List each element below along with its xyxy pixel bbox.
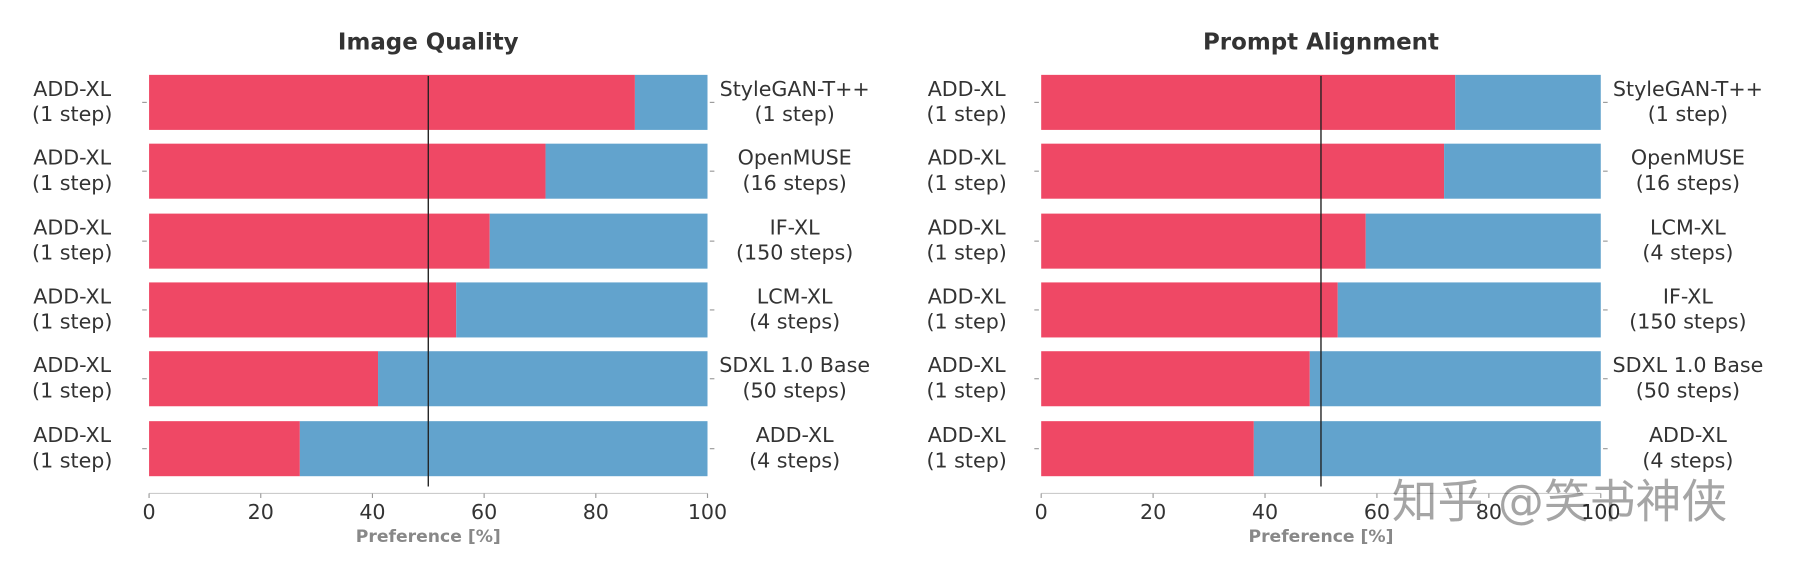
chart-title: Prompt Alignment <box>1203 29 1439 55</box>
bar-segment <box>1041 421 1254 477</box>
left-label: (1 step) <box>32 310 112 334</box>
left-label: (1 step) <box>32 378 112 402</box>
bar-segment <box>456 282 708 338</box>
right-label: (150 steps) <box>736 241 853 265</box>
right-label: (50 steps) <box>743 378 847 402</box>
chart: Prompt Alignment Preference [%] 0 20 40 60 80 1… <box>926 29 1763 547</box>
right-label: (4 steps) <box>1642 448 1733 472</box>
right-label: (4 steps) <box>1642 241 1733 265</box>
right-label: (16 steps) <box>743 171 847 195</box>
chart: Image Quality Preference [%] 0 20 40 60 80 100 A… <box>32 29 870 547</box>
bar-segment <box>149 351 379 407</box>
right-label: ADD-XL <box>756 423 834 447</box>
chart-title: Image Quality <box>338 29 519 55</box>
left-label: ADD-XL <box>928 216 1006 240</box>
right-label: StyleGAN-T++ <box>1613 77 1763 101</box>
left-label: ADD-XL <box>33 77 111 101</box>
bar-segment <box>1041 213 1366 269</box>
left-label: (1 step) <box>32 448 112 472</box>
left-label: ADD-XL <box>33 146 111 170</box>
left-label: (1 step) <box>926 378 1006 402</box>
left-label: (1 step) <box>926 102 1006 126</box>
right-label: StyleGAN-T++ <box>720 77 870 101</box>
x-tick-label: 60 <box>1364 500 1390 524</box>
bar-segment <box>1337 282 1601 338</box>
bar-segment <box>1455 74 1601 130</box>
right-label: (4 steps) <box>749 448 840 472</box>
x-tick-label: 100 <box>1581 500 1620 524</box>
bar-segment <box>1253 421 1601 477</box>
bar-segment <box>149 282 457 338</box>
bar-segment <box>149 74 635 130</box>
right-label: (50 steps) <box>1636 378 1740 402</box>
x-axis-label: Preference [%] <box>356 527 501 547</box>
bar-segment <box>149 143 546 199</box>
left-label: ADD-XL <box>33 216 111 240</box>
left-label: (1 step) <box>926 241 1006 265</box>
right-label: LCM-XL <box>1650 216 1726 240</box>
left-label: (1 step) <box>32 171 112 195</box>
right-label: (1 step) <box>754 102 834 126</box>
x-tick-label: 80 <box>583 500 609 524</box>
bar-segment <box>1041 282 1338 338</box>
left-label: (1 step) <box>926 310 1006 334</box>
x-tick-label: 0 <box>143 500 156 524</box>
bar-segment <box>378 351 708 407</box>
x-tick-label: 40 <box>359 500 385 524</box>
bar-segment <box>299 421 708 477</box>
x-tick-label: 20 <box>248 500 274 524</box>
bar-segment <box>149 421 300 477</box>
left-label: (1 step) <box>32 241 112 265</box>
left-label: (1 step) <box>926 448 1006 472</box>
left-label: (1 step) <box>926 171 1006 195</box>
left-label: ADD-XL <box>33 353 111 377</box>
bar-segment <box>1365 213 1601 269</box>
bar-segment <box>1309 351 1601 407</box>
x-tick-label: 60 <box>471 500 497 524</box>
x-tick-label: 0 <box>1035 500 1048 524</box>
bar-segment <box>634 74 708 130</box>
right-label: OpenMUSE <box>738 146 852 170</box>
left-label: ADD-XL <box>928 423 1006 447</box>
left-label: ADD-XL <box>928 353 1006 377</box>
bar-segment <box>545 143 708 199</box>
right-label: (150 steps) <box>1629 310 1746 334</box>
bar-segment <box>1041 143 1445 199</box>
x-axis-label: Preference [%] <box>1248 527 1393 547</box>
x-tick-label: 20 <box>1140 500 1166 524</box>
right-label: OpenMUSE <box>1631 146 1745 170</box>
bar-segment <box>1444 143 1601 199</box>
right-label: IF-XL <box>770 216 820 240</box>
left-label: ADD-XL <box>928 284 1006 308</box>
right-label: ADD-XL <box>1649 423 1727 447</box>
left-label: ADD-XL <box>928 146 1006 170</box>
right-label: IF-XL <box>1663 284 1713 308</box>
bar-segment <box>489 213 708 269</box>
bar-segment <box>149 213 490 269</box>
right-label: LCM-XL <box>757 284 833 308</box>
left-label: ADD-XL <box>33 284 111 308</box>
right-label: (16 steps) <box>1636 171 1740 195</box>
right-label: (1 step) <box>1648 102 1728 126</box>
right-label: SDXL 1.0 Base <box>1613 353 1764 377</box>
bar-segment <box>1041 351 1310 407</box>
x-tick-label: 40 <box>1252 500 1278 524</box>
bar-segment <box>1041 74 1456 130</box>
left-label: (1 step) <box>32 102 112 126</box>
right-label: (4 steps) <box>749 310 840 334</box>
x-tick-label: 100 <box>688 500 727 524</box>
left-label: ADD-XL <box>928 77 1006 101</box>
watermark: 知乎 @笑书神侠 <box>1392 474 1728 528</box>
x-tick-label: 80 <box>1476 500 1502 524</box>
right-label: SDXL 1.0 Base <box>719 353 870 377</box>
left-label: ADD-XL <box>33 423 111 447</box>
